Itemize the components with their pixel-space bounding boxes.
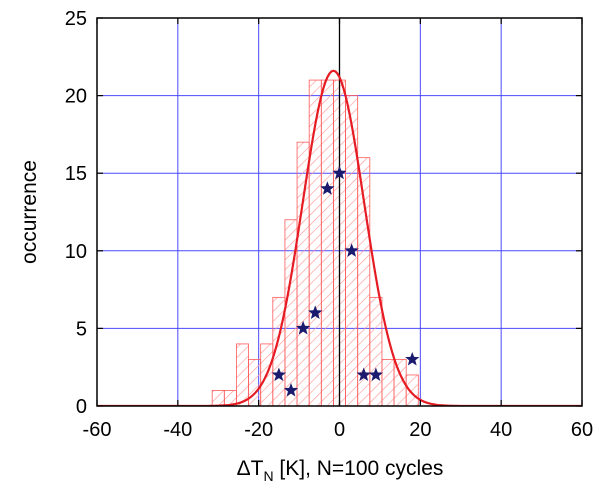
star-marker bbox=[368, 367, 384, 382]
star-marker bbox=[295, 320, 311, 335]
x-tick-label: 60 bbox=[571, 419, 593, 441]
histogram-bar bbox=[211, 390, 225, 406]
y-tick-labels: 0 5 10 15 20 25 bbox=[65, 8, 87, 418]
star-marker bbox=[308, 305, 323, 319]
x-axis-title: ΔTN [K], N=100 cycles bbox=[237, 457, 444, 484]
x-tick-label: 0 bbox=[334, 419, 345, 441]
histogram-bar bbox=[296, 141, 310, 406]
x-tick-label: -20 bbox=[244, 419, 273, 441]
x-tick-label: -60 bbox=[83, 419, 112, 441]
histogram-bar bbox=[369, 296, 383, 406]
x-tick-label: 20 bbox=[409, 419, 431, 441]
histogram-bar bbox=[405, 374, 419, 406]
star-markers bbox=[271, 165, 420, 397]
x-tick-label: 40 bbox=[490, 419, 512, 441]
histogram-bar bbox=[320, 79, 334, 406]
star-marker bbox=[283, 382, 299, 397]
y-tick-label: 20 bbox=[65, 86, 87, 108]
histogram-bar bbox=[381, 359, 395, 406]
star-marker bbox=[344, 243, 359, 257]
y-tick-label: 5 bbox=[76, 318, 87, 340]
star-marker bbox=[271, 367, 287, 382]
y-axis-title: occurrence bbox=[18, 160, 41, 264]
histogram-bar bbox=[236, 343, 249, 406]
star-marker bbox=[356, 367, 371, 382]
gaussian-fit bbox=[97, 69, 582, 406]
star-marker bbox=[405, 351, 420, 366]
axis-ticks bbox=[96, 17, 583, 407]
gaussian-fit-curve bbox=[97, 69, 582, 406]
star-marker bbox=[332, 165, 347, 180]
y-tick-label: 15 bbox=[65, 163, 87, 185]
x-tick-labels: -60 -40 -20 0 20 40 60 bbox=[83, 419, 594, 441]
y-tick-label: 10 bbox=[65, 241, 87, 263]
star-marker bbox=[320, 181, 335, 195]
x-tick-label: -40 bbox=[163, 419, 192, 441]
histogram-bar bbox=[248, 359, 262, 406]
y-tick-label: 25 bbox=[65, 8, 87, 30]
y-tick-label: 0 bbox=[76, 396, 87, 418]
